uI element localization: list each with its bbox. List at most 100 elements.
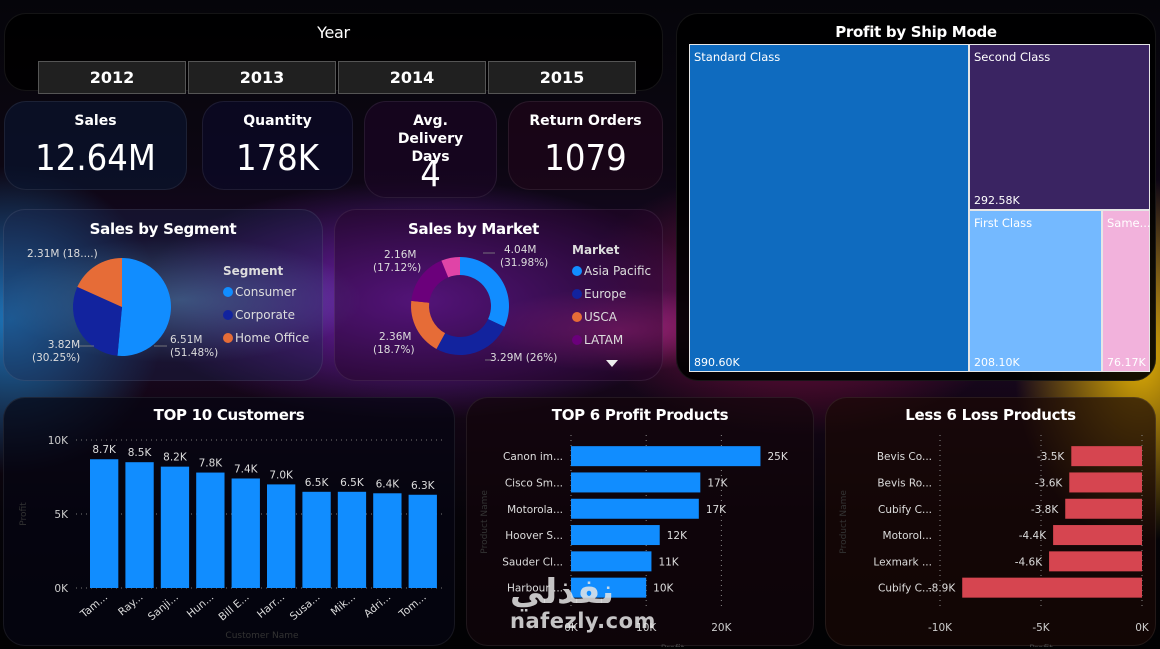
cell-name: Same... bbox=[1107, 216, 1151, 230]
legend-item-usca[interactable]: USCA bbox=[572, 310, 617, 324]
cell-value: 292.58K bbox=[974, 194, 1020, 207]
bar-value-label: 7.0K bbox=[269, 469, 294, 481]
bar-adri[interactable] bbox=[373, 493, 402, 588]
kpi-value: 12.64M bbox=[35, 138, 156, 179]
legend-label: Home Office bbox=[235, 331, 310, 345]
legend-item-consumer[interactable]: Consumer bbox=[223, 285, 296, 299]
bar-tam[interactable] bbox=[90, 459, 119, 588]
pie-slice-asia-pacific[interactable] bbox=[460, 257, 509, 327]
kpi-label: Sales bbox=[74, 113, 117, 129]
kpi-card-quantity: Quantity 178K bbox=[202, 101, 353, 190]
bar-cubify-c[interactable] bbox=[962, 577, 1142, 598]
chart-title: TOP 10 Customers bbox=[153, 406, 305, 424]
bar-bill-e[interactable] bbox=[231, 478, 260, 588]
kpi-value: 178K bbox=[235, 138, 320, 179]
bar-ray[interactable] bbox=[125, 462, 154, 588]
year-slicer-title: Year bbox=[317, 23, 350, 42]
bar-mik[interactable] bbox=[337, 491, 367, 588]
loss-products-bar-chart: -10K -5K 0K Bevis Co... -3.5K Bevis Ro... -3.6… bbox=[839, 435, 1150, 647]
cell-value: 76.17K bbox=[1107, 356, 1146, 369]
bar-sanji[interactable] bbox=[160, 466, 190, 588]
kpi-card-sales: Sales 12.64M bbox=[4, 101, 187, 190]
legend-title: Segment bbox=[223, 264, 284, 278]
bar-value-label: -4.6K bbox=[1015, 556, 1043, 568]
bar-canon-im[interactable] bbox=[571, 446, 761, 467]
treemap-cell-second-class[interactable]: Second Class 292.58K bbox=[969, 44, 1150, 210]
y-tick-label: Bevis Co... bbox=[877, 451, 932, 463]
kpi-label: Quantity bbox=[243, 113, 312, 129]
bar-susa[interactable] bbox=[302, 491, 331, 588]
bar-bevis-ro[interactable] bbox=[1069, 472, 1142, 493]
bar-harbour[interactable] bbox=[571, 577, 647, 598]
data-label-usca: 2.36M (18.7%) bbox=[373, 331, 415, 356]
bar-value-label: 6.4K bbox=[376, 478, 401, 490]
y-tick-label: Cubify C... bbox=[878, 583, 932, 595]
year-option-2012[interactable]: 2012 bbox=[38, 61, 186, 94]
legend-scroll-down-icon[interactable] bbox=[606, 360, 618, 368]
legend-item-europe[interactable]: Europe bbox=[572, 287, 626, 301]
chart-title: Sales by Market bbox=[408, 220, 539, 238]
cell-name: First Class bbox=[974, 216, 1033, 230]
market-donut-chart[interactable] bbox=[335, 210, 664, 382]
treemap-cell-same-day[interactable]: Same... 76.17K bbox=[1102, 210, 1151, 372]
bar-hoover-s[interactable] bbox=[571, 525, 660, 546]
bar-harr[interactable] bbox=[267, 484, 296, 588]
bar-motorol[interactable] bbox=[1053, 525, 1142, 546]
pie-slice-other[interactable] bbox=[441, 257, 460, 278]
y-axis-title: Profit bbox=[19, 502, 29, 526]
legend-item-corporate[interactable]: Corporate bbox=[223, 308, 295, 322]
x-axis-title: Profit bbox=[661, 644, 685, 647]
pie-slice-usca[interactable] bbox=[411, 300, 446, 349]
pie-slice-corporate[interactable] bbox=[72, 286, 122, 356]
legend-item-asia-pacific[interactable]: Asia Pacific bbox=[572, 264, 651, 278]
bar-hun[interactable] bbox=[196, 472, 225, 588]
bar-value-label: 11K bbox=[658, 556, 679, 568]
kpi-card-return-orders: Return Orders 1079 bbox=[508, 101, 663, 190]
bar-value-label: 7.8K bbox=[199, 458, 224, 470]
y-tick-label: 0K bbox=[54, 583, 69, 595]
bar-sauder-cl[interactable] bbox=[571, 551, 652, 572]
y-axis-title: Product Name bbox=[839, 490, 849, 554]
x-tick-label: Harr... bbox=[255, 591, 287, 621]
x-tick-label: -5K bbox=[1032, 622, 1050, 634]
data-label-latam: 2.16M (17.12%) bbox=[373, 249, 422, 274]
bar-cubify-c[interactable] bbox=[1065, 498, 1142, 519]
pie-slice-europe[interactable] bbox=[436, 319, 505, 355]
pie-slice-latam[interactable] bbox=[411, 260, 449, 303]
bar-value-label: -3.5K bbox=[1037, 451, 1065, 463]
x-tick-label: Hun... bbox=[185, 591, 217, 620]
top-10-customers-card: TOP 10 Customers 0K 5K 10K 8.7K Tam... 8.5K Ra… bbox=[3, 397, 455, 646]
legend-dot-icon bbox=[572, 335, 582, 345]
bar-lexmark[interactable] bbox=[1049, 551, 1142, 572]
treemap-cell-first-class[interactable]: First Class 208.10K bbox=[969, 210, 1102, 372]
bar-value-label: 10K bbox=[653, 583, 674, 595]
bar-value-label: 6.5K bbox=[305, 477, 330, 489]
pie-slice-home-office[interactable] bbox=[77, 258, 122, 307]
watermark: نفذلي nafezly.com bbox=[510, 575, 656, 633]
year-option-2014[interactable]: 2014 bbox=[338, 61, 486, 94]
y-tick-label: Cisco Sm... bbox=[505, 477, 563, 489]
data-label-asia-pacific: 4.04M (31.98%) bbox=[500, 244, 549, 269]
bar-bevis-co[interactable] bbox=[1071, 446, 1142, 467]
legend-item-latam[interactable]: LATAM bbox=[572, 333, 623, 347]
x-axis-title: Customer Name bbox=[225, 631, 299, 641]
pie-slice-consumer[interactable] bbox=[117, 258, 171, 356]
bar-value-label: 12K bbox=[667, 530, 688, 542]
profit-by-ship-mode-card: Profit by Ship Mode Standard Class 890.6… bbox=[676, 13, 1156, 381]
bar-tom[interactable] bbox=[408, 494, 437, 588]
bar-cisco-sm[interactable] bbox=[571, 472, 701, 493]
sales-by-segment-card: Sales by Segment 2.31M (18....) 3.82M (30… bbox=[3, 209, 323, 381]
segment-pie-chart[interactable] bbox=[4, 210, 324, 382]
x-tick-label: Tom... bbox=[396, 591, 428, 621]
y-tick-label: Harbour ... bbox=[507, 583, 563, 595]
year-option-2015[interactable]: 2015 bbox=[488, 61, 636, 94]
bar-value-label: 6.5K bbox=[340, 477, 365, 489]
bar-value-label: 8.2K bbox=[163, 452, 188, 464]
bar-motorola[interactable] bbox=[571, 498, 699, 519]
legend-item-home-office[interactable]: Home Office bbox=[223, 331, 309, 345]
legend-label: Europe bbox=[584, 287, 627, 301]
treemap-cell-standard-class[interactable]: Standard Class 890.60K bbox=[689, 44, 969, 372]
year-option-2013[interactable]: 2013 bbox=[188, 61, 336, 94]
bar-value-label: 6.3K bbox=[411, 480, 436, 492]
legend-dot-icon bbox=[223, 333, 233, 343]
